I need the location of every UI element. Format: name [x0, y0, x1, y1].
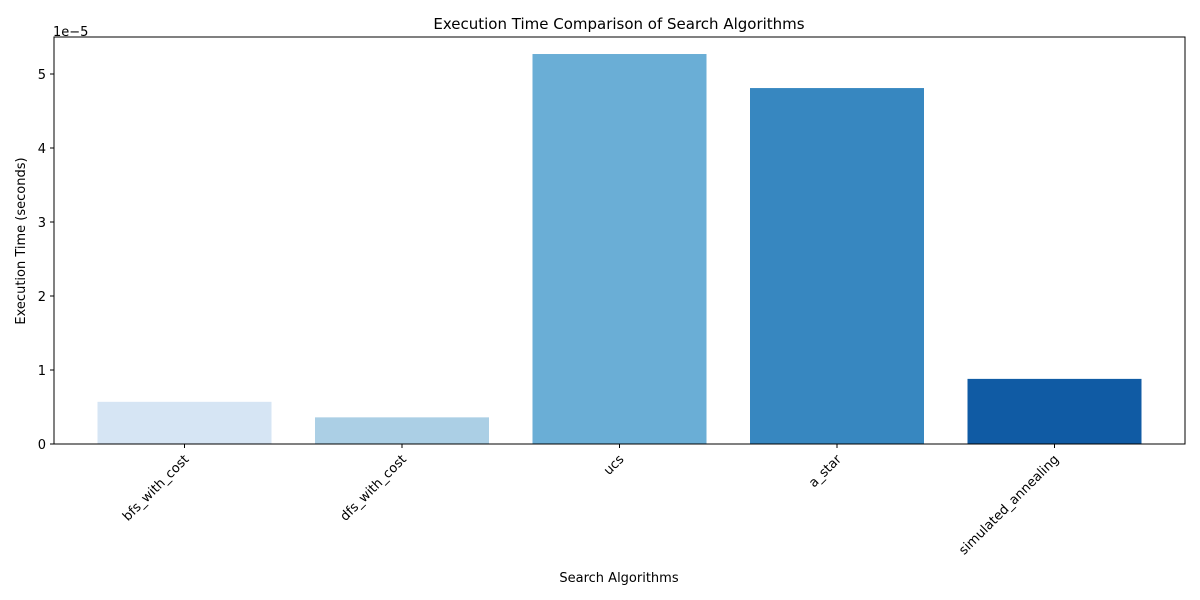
bar-group [97, 54, 1142, 445]
x-axis: bfs_with_cost dfs_with_cost ucs a_star simul… [120, 444, 1062, 558]
y-tick-label: 0 [38, 438, 46, 453]
x-tick-label: a_star [806, 452, 845, 491]
y-tick-label: 5 [38, 68, 46, 83]
chart-title: Execution Time Comparison of Search Algo… [433, 15, 804, 33]
bar-a_star [750, 88, 924, 444]
y-tick-label: 1 [38, 364, 46, 379]
bar-simulated_annealing [967, 378, 1142, 444]
y-tick-label: 3 [38, 216, 46, 231]
y-offset-label: 1e−5 [53, 25, 88, 40]
y-tick-label: 4 [38, 142, 46, 157]
x-tick-label: simulated_annealing [956, 452, 1062, 558]
x-axis-label: Search Algorithms [559, 571, 678, 586]
y-axis-label: Execution Time (seconds) [14, 157, 29, 324]
plot-frame [53, 36, 1186, 445]
x-tick-label: dfs_with_cost [338, 452, 410, 524]
x-tick-label: ucs [601, 452, 627, 478]
y-tick-label: 2 [38, 290, 46, 305]
bar-bfs_with_cost [97, 401, 272, 444]
y-axis: 0 1 2 3 4 5 [38, 68, 54, 453]
bar-ucs [532, 54, 707, 445]
x-tick-label: bfs_with_cost [120, 452, 192, 524]
bar-dfs_with_cost [315, 417, 489, 444]
